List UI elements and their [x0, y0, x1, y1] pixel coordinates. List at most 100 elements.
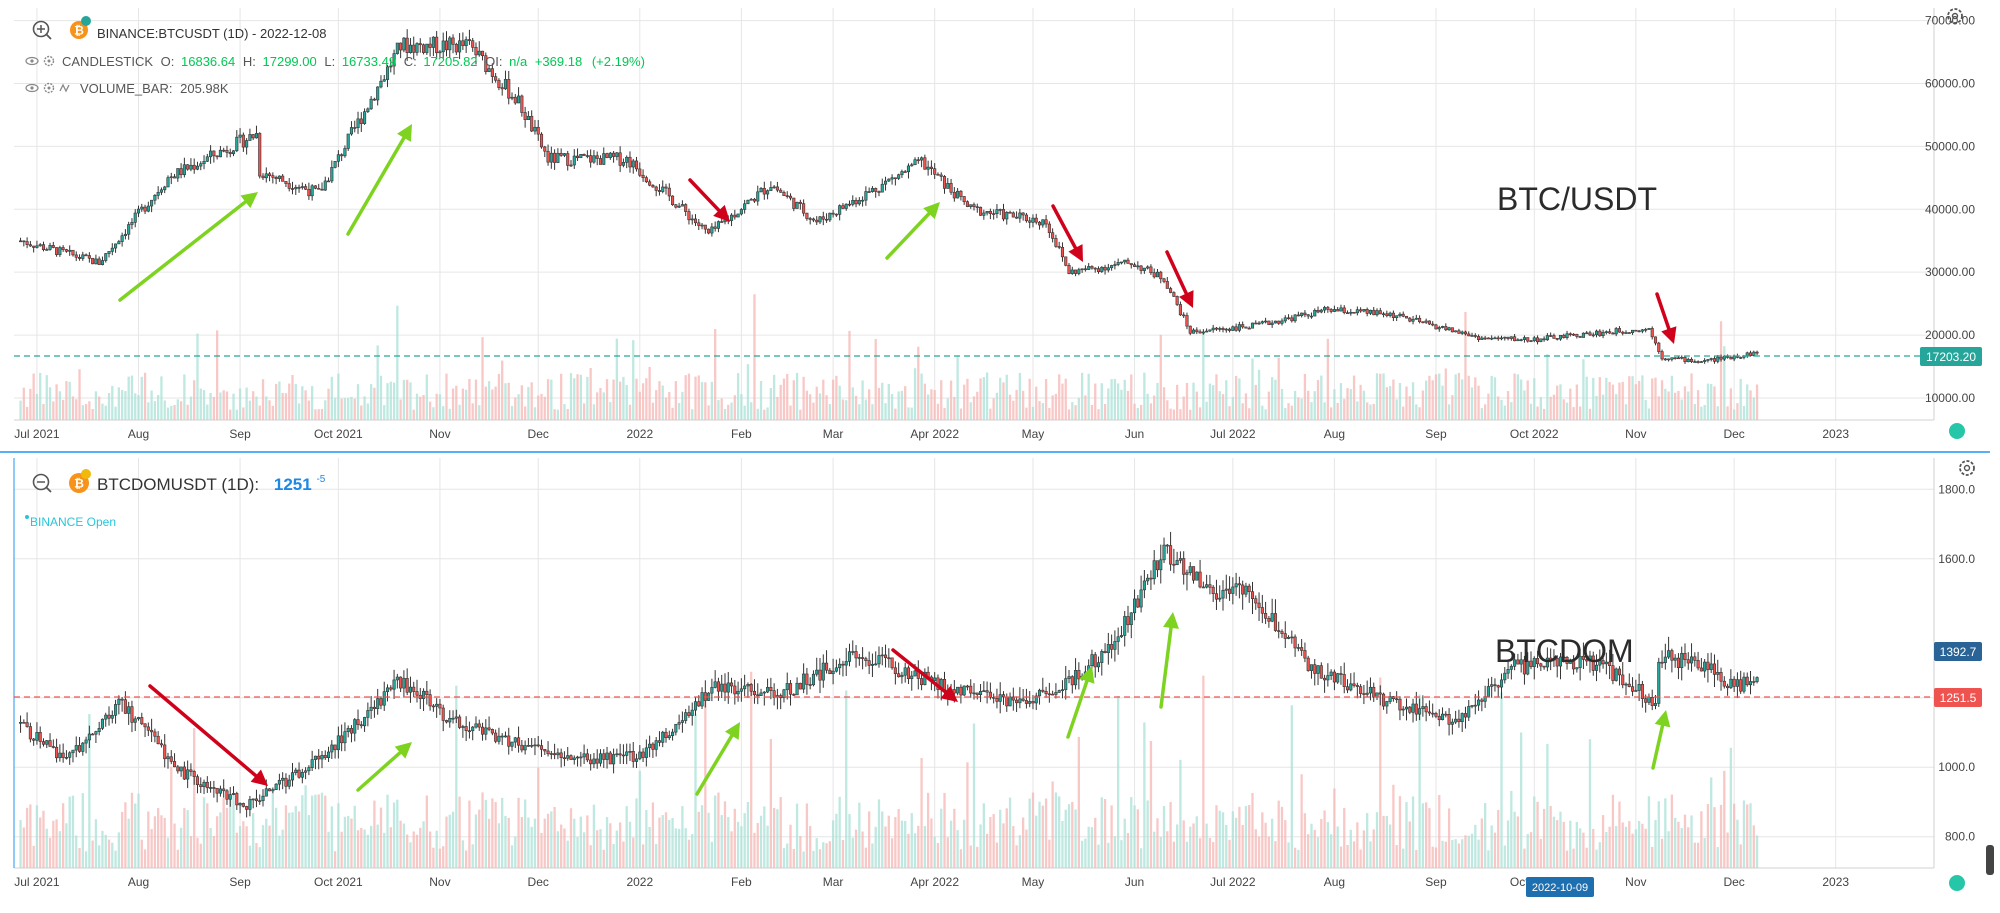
volume-bar	[933, 836, 936, 868]
volume-bar	[268, 825, 271, 868]
volume-settings-gear-icon[interactable]	[43, 82, 55, 94]
volume-bar	[681, 806, 684, 868]
volume-bar	[29, 388, 32, 420]
candle-body	[838, 663, 842, 669]
candle-body	[284, 777, 288, 787]
volume-bar	[1205, 401, 1208, 420]
volume-bar	[868, 389, 871, 420]
volume-bar	[458, 404, 461, 420]
candle-body	[346, 133, 350, 149]
volume-bar	[291, 812, 294, 868]
zoom-in-icon[interactable]	[32, 20, 52, 40]
volume-bar	[1356, 401, 1359, 420]
volume-bar	[1411, 382, 1415, 420]
bottom-settings-gear-icon[interactable]	[1959, 460, 1975, 476]
svg-text:1251.5: 1251.5	[1940, 691, 1977, 705]
volume-bar	[553, 409, 556, 420]
candle-body	[392, 53, 396, 67]
candle-body	[762, 188, 766, 195]
bottom-x-tick-label: Apr 2022	[910, 875, 959, 889]
volume-bar	[1218, 810, 1221, 868]
volume-bar	[733, 395, 736, 420]
zoom-out-icon[interactable]	[32, 473, 52, 493]
candle-body	[317, 755, 321, 760]
volume-bar	[628, 404, 632, 420]
volume-bar	[1700, 406, 1703, 420]
candle-body	[1709, 663, 1713, 670]
candle-body	[1241, 324, 1245, 328]
volume-bar	[969, 402, 972, 420]
volume-bar	[1447, 404, 1451, 420]
candle-body	[1103, 266, 1107, 271]
candle-body	[1463, 713, 1468, 718]
top-price-axis[interactable]: 70000.0060000.0050000.0040000.0030000.00…	[1925, 14, 1975, 405]
candle-body	[87, 255, 91, 259]
candle-body	[1047, 693, 1051, 696]
volume-bar	[838, 796, 841, 868]
candle-body	[290, 188, 295, 190]
candle-body	[25, 241, 29, 245]
volume-bar	[556, 409, 560, 420]
top-time-axis[interactable]: Jul 2021 Aug Sep Oct 2021 Nov Dec 2022 Feb Mar Ap…	[14, 427, 1849, 441]
volume-bar	[510, 406, 514, 420]
candle-body	[490, 68, 494, 77]
volume-bar	[1175, 384, 1179, 420]
volume-bar	[995, 392, 999, 420]
candle-body	[179, 766, 183, 772]
volume-bar	[1651, 378, 1654, 420]
volume-bar	[111, 385, 114, 420]
candle-body	[41, 741, 46, 745]
volume-bar	[910, 407, 913, 420]
top-scale-mode-indicator[interactable]	[1949, 423, 1965, 439]
candle-body	[1699, 667, 1703, 672]
volume-bar	[111, 842, 114, 868]
volume-bar	[1690, 373, 1693, 420]
volume-bar	[1136, 407, 1139, 420]
pane-resize-handle[interactable]	[1986, 845, 1994, 875]
volume-bar	[1041, 805, 1044, 868]
candlestick-settings-gear-icon[interactable]	[43, 55, 55, 67]
volume-bar	[782, 378, 786, 420]
candle-body	[589, 155, 593, 163]
volume-bar	[1660, 380, 1664, 420]
candlestick-visibility-eye-icon[interactable]	[25, 56, 39, 66]
candle-body	[523, 112, 527, 120]
candle-body	[887, 178, 891, 182]
candle-body	[173, 761, 177, 768]
volume-bar	[1182, 396, 1185, 420]
candle-body	[1693, 656, 1697, 661]
candle-body	[480, 726, 485, 735]
volume-bar	[1513, 811, 1516, 868]
bottom-scale-mode-indicator[interactable]	[1949, 875, 1965, 891]
volume-bar	[825, 843, 828, 868]
volume-bar	[419, 827, 422, 868]
candle-body	[1716, 671, 1720, 675]
candle-body	[825, 218, 829, 221]
volume-visibility-eye-icon[interactable]	[25, 83, 39, 93]
candle-body	[408, 686, 412, 693]
top-settings-gear-icon[interactable]	[1947, 8, 1963, 24]
volume-bar	[1261, 812, 1264, 868]
candle-body	[1303, 650, 1307, 659]
volume-bar	[62, 399, 65, 420]
candle-body	[1051, 232, 1055, 239]
candle-body	[231, 150, 236, 155]
volume-bar	[1264, 822, 1267, 868]
candle-body	[422, 690, 426, 699]
candle-body	[949, 183, 953, 193]
candle-body	[245, 140, 249, 148]
volume-bar	[281, 392, 284, 420]
volume-bar	[946, 398, 949, 420]
volume-bar	[22, 827, 25, 868]
volume-bar	[966, 378, 969, 420]
svg-text:₿: ₿	[74, 477, 84, 491]
top-chart-pane[interactable]	[14, 8, 1934, 420]
candle-body	[195, 776, 200, 786]
candle-body	[1011, 696, 1015, 701]
volume-bar	[1382, 815, 1385, 868]
volume-bar	[1323, 810, 1326, 868]
volume-bar	[140, 376, 143, 420]
candle-body	[1739, 679, 1743, 692]
candle-body	[503, 735, 508, 738]
